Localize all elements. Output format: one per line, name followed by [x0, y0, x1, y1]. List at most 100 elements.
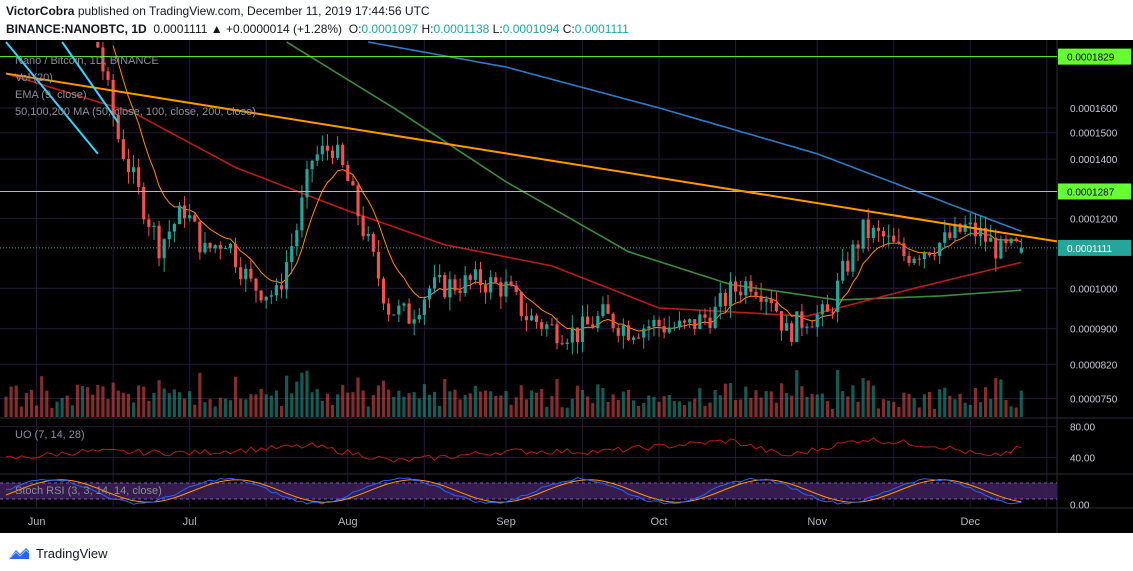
volume-bar: [427, 394, 432, 417]
candle-body: [325, 145, 330, 151]
candle-body: [836, 280, 840, 312]
candle-body: [101, 47, 105, 72]
candle-body: [973, 222, 977, 237]
volume-bar: [330, 404, 335, 417]
uo-line: [5, 437, 1022, 464]
candle-body: [779, 311, 784, 331]
price-axis[interactable]: 0.0001600 0.0001500 0.0001400 0.0001200 0.00…: [1058, 48, 1131, 512]
volume-bars: [4, 369, 1023, 417]
volume-bar: [764, 391, 768, 417]
volume-bar: [560, 407, 564, 417]
candle-body: [473, 269, 477, 280]
volume-bar: [101, 386, 105, 417]
candle-body: [458, 290, 462, 293]
author-name[interactable]: VictorCobra: [6, 4, 75, 18]
candle-body: [381, 278, 386, 304]
candle-body: [279, 285, 284, 290]
candle-body: [871, 227, 875, 239]
volume-bar: [9, 386, 13, 417]
price-tick-label: 0.0001600: [1070, 104, 1118, 115]
volume-bar: [728, 383, 733, 417]
candle-body: [524, 316, 528, 321]
volume-bar: [35, 405, 39, 417]
volume-bar: [596, 384, 600, 417]
time-axis[interactable]: Jun Jul Aug Sep Oct Nov Dec: [28, 516, 981, 528]
open-value: 0.0001097: [361, 22, 419, 36]
volume-bar: [586, 396, 590, 417]
ema-line: [112, 45, 1022, 332]
volume-bar: [514, 397, 518, 417]
candle-body: [346, 165, 350, 182]
candle-body: [208, 242, 212, 249]
close-value: 0.0001111: [574, 22, 629, 36]
volume-bar: [769, 391, 773, 417]
volume-bar: [448, 391, 452, 417]
candle-body: [688, 319, 692, 323]
volume-bar: [718, 395, 722, 417]
volume-bar: [805, 397, 809, 417]
volume-bar: [841, 391, 845, 417]
candle-body: [565, 342, 569, 344]
candle-body: [305, 169, 309, 198]
ma200-line: [368, 41, 1022, 233]
ma50-line: [5, 72, 1022, 317]
volume-bar: [846, 396, 850, 417]
candle-body: [657, 319, 661, 327]
volume-bar: [443, 378, 447, 417]
price-tick-label: 0.0001200: [1070, 214, 1118, 225]
volume-bar: [591, 402, 595, 417]
candle-body: [254, 278, 258, 291]
candle-body: [892, 235, 896, 242]
volume-bar: [198, 372, 202, 417]
last-price: 0.0001111: [153, 22, 208, 36]
uo-tick-label: 40.00: [1070, 454, 1095, 465]
candle-body: [504, 281, 508, 297]
candle-body: [545, 324, 549, 329]
volume-bar: [45, 390, 49, 417]
volume-bar: [188, 391, 192, 417]
volume-bar: [739, 399, 743, 417]
price-tick-label: 0.0000820: [1070, 360, 1118, 371]
candle-body: [790, 323, 794, 342]
volume-bar: [29, 389, 34, 417]
chart-area[interactable]: 0.0001600 0.0001500 0.0001400 0.0001200 0.00…: [0, 40, 1133, 533]
legend-ma: 50,100,200 MA (50, close, 100, close, 20…: [15, 106, 256, 118]
volume-bar: [346, 392, 350, 417]
volume-bar: [642, 403, 646, 417]
candle-body: [866, 219, 870, 239]
volume-bar: [162, 388, 166, 417]
candle-body: [938, 242, 942, 256]
volume-bar: [825, 401, 829, 417]
price-chart[interactable]: 0.0001600 0.0001500 0.0001400 0.0001200 0.00…: [0, 40, 1133, 533]
volume-bar: [96, 384, 100, 417]
candle-body: [978, 227, 983, 237]
volume-bar: [274, 390, 278, 417]
volume-bar: [994, 378, 998, 417]
candle-body: [887, 235, 891, 237]
volume-bar: [616, 399, 620, 417]
drawings[interactable]: [0, 41, 1058, 249]
volume-bar: [397, 390, 401, 417]
volume-bar: [484, 390, 488, 417]
volume-bar: [50, 407, 54, 417]
volume-bar: [887, 400, 891, 417]
volume-bar: [779, 383, 784, 417]
candle-body: [137, 167, 141, 187]
candle-body: [667, 327, 671, 333]
volume-bar: [626, 390, 631, 417]
tradingview-logo-icon[interactable]: [8, 545, 30, 561]
candle-body: [121, 139, 125, 159]
volume-bar: [473, 385, 477, 417]
candle-body: [703, 314, 707, 318]
candle-body: [897, 241, 901, 244]
volume-bar: [203, 402, 207, 417]
footer-brand[interactable]: TradingView: [36, 545, 108, 561]
volume-bar: [494, 395, 498, 417]
volume-bar: [504, 391, 508, 417]
volume-bar: [463, 395, 467, 417]
volume-bar: [137, 385, 141, 417]
volume-bar: [121, 392, 125, 417]
time-tick-label: Jun: [28, 516, 46, 528]
volume-bar: [688, 401, 692, 417]
volume-bar: [575, 385, 579, 417]
